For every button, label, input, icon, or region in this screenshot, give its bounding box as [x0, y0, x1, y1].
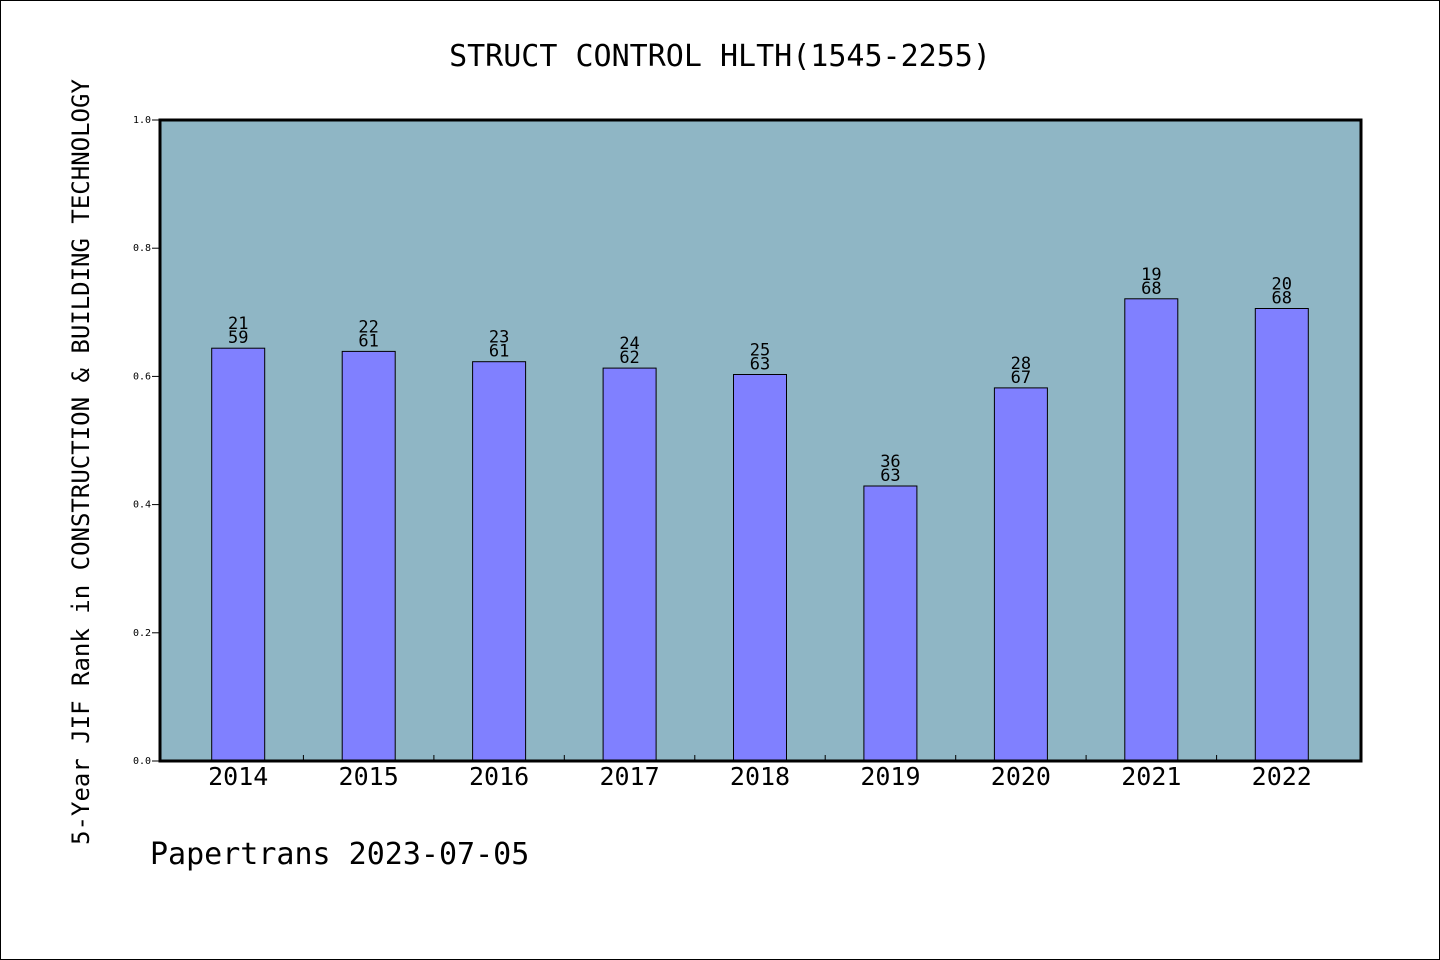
- bar-total-label: 63: [880, 466, 900, 486]
- footer-credit: Papertrans 2023-07-05: [150, 837, 529, 872]
- y-tick-label: 0.4: [133, 500, 151, 511]
- bar: [341, 350, 396, 762]
- x-axis: 2014 2015 2016 2017 2018 2019 2020 2021 2022: [208, 755, 1312, 791]
- x-tick-label: 2019: [860, 762, 920, 791]
- bar-rank-label: 21: [228, 314, 248, 334]
- x-tick-label: 2018: [730, 762, 790, 791]
- bar-total-label: 61: [358, 331, 378, 351]
- x-tick-label: 2022: [1252, 762, 1312, 791]
- bar: [733, 374, 787, 762]
- bar: [472, 361, 527, 762]
- y-tick-label: 0.2: [133, 628, 151, 639]
- y-axis: 0.0 0.2 0.4 0.6 0.8 1.0: [133, 115, 160, 767]
- bar-rank-label: 28: [1011, 354, 1031, 374]
- x-tick-label: 2021: [1121, 762, 1181, 791]
- bar: [211, 347, 266, 762]
- x-tick-label: 2017: [599, 762, 659, 791]
- y-tick-label: 0.6: [133, 371, 151, 382]
- bar-total-label: 68: [1141, 279, 1161, 299]
- bar-rank-label: 22: [358, 317, 378, 337]
- x-tick-label: 2014: [208, 762, 268, 791]
- y-tick-label: 1.0: [133, 115, 151, 126]
- y-tick-label: 0.0: [133, 756, 151, 767]
- bar-total-label: 68: [1272, 289, 1292, 309]
- bar-total-label: 67: [1011, 368, 1031, 388]
- chart-title: STRUCT CONTROL HLTH(1545-2255): [449, 39, 991, 74]
- bar-total-label: 59: [228, 328, 248, 348]
- bar: [1254, 308, 1309, 762]
- plot-border: [158, 118, 1363, 763]
- bar-total-label: 62: [619, 348, 639, 368]
- y-axis-label: 5-Year JIF Rank in CONSTRUCTION & BUILDI…: [67, 79, 95, 845]
- bar-rank-label: 19: [1141, 265, 1161, 285]
- bar: [1124, 298, 1179, 762]
- x-tick-label: 2020: [991, 762, 1051, 791]
- bar-total-label: 61: [489, 342, 509, 362]
- y-tick-label: 0.8: [133, 243, 151, 254]
- bar-rank-label: 36: [880, 452, 900, 472]
- bar-rank-label: 25: [750, 341, 770, 361]
- x-tick-label: 2015: [339, 762, 399, 791]
- bar: [863, 485, 918, 762]
- bar: [602, 367, 657, 762]
- bar-total-label: 63: [750, 355, 770, 375]
- bar: [993, 387, 1048, 762]
- x-tick-label: 2016: [469, 762, 529, 791]
- bar-rank-label: 20: [1272, 275, 1292, 295]
- bar-rank-label: 23: [489, 328, 509, 348]
- bar-rank-label: 24: [619, 334, 639, 354]
